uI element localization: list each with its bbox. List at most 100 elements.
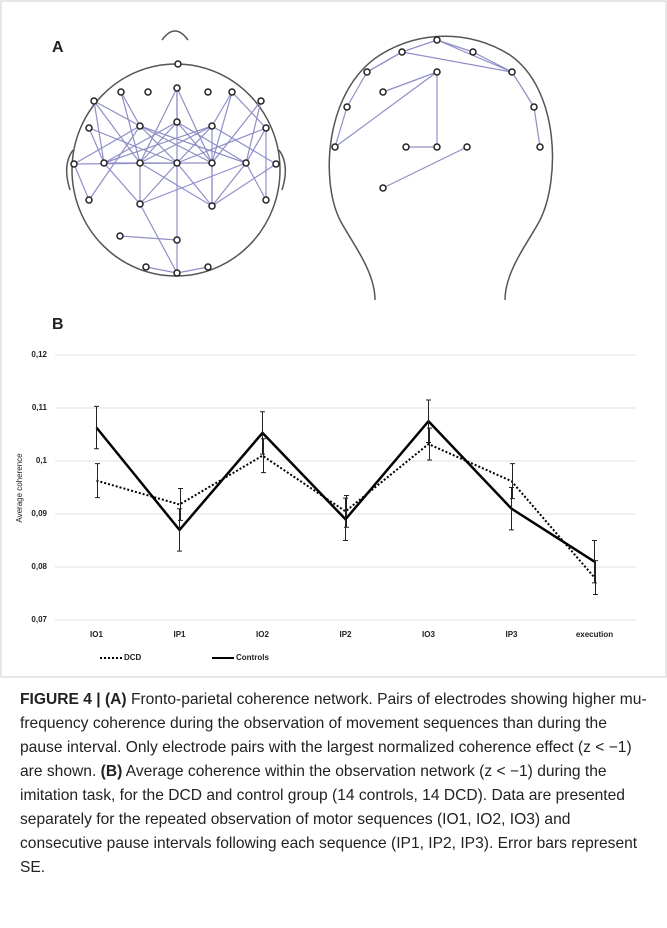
electrode	[379, 88, 387, 96]
electrode	[508, 68, 516, 76]
x-tick-label: IP1	[173, 630, 186, 639]
caption-text: Fronto-parietal coherence network. Pairs…	[20, 691, 647, 780]
figure-border	[0, 0, 667, 678]
connection	[139, 203, 178, 274]
connection	[211, 91, 233, 164]
connection	[139, 162, 178, 205]
figure: A B Average coherence 0,07 0,08 0,09 0,1 0,1…	[0, 0, 667, 678]
electrode	[257, 97, 265, 105]
connection	[145, 266, 178, 274]
connection	[176, 121, 213, 164]
x-tick-label: IO2	[256, 630, 269, 639]
connection	[93, 100, 141, 164]
electrode	[208, 202, 216, 210]
legend-label: Controls	[236, 653, 269, 662]
connection	[103, 162, 141, 205]
electrode	[228, 88, 236, 96]
connection	[103, 125, 213, 164]
connection	[120, 91, 141, 127]
electrode	[174, 60, 182, 68]
connection	[511, 71, 535, 108]
electrode	[536, 143, 544, 151]
connection	[436, 39, 513, 73]
electrode	[85, 124, 93, 132]
connection	[88, 127, 105, 164]
electrode	[242, 159, 250, 167]
connection	[245, 162, 267, 201]
connection	[139, 121, 178, 164]
electrode	[402, 143, 410, 151]
electrode	[173, 159, 181, 167]
connection	[73, 163, 90, 201]
electrode	[343, 103, 351, 111]
error-bar	[177, 508, 182, 552]
electrode	[173, 118, 181, 126]
error-bar	[593, 560, 598, 596]
error-bar	[344, 494, 349, 528]
electrode	[142, 263, 150, 271]
electrode	[530, 103, 538, 111]
legend-label: DCD	[124, 653, 142, 662]
y-axis-label: Average coherence	[15, 453, 24, 523]
electrode	[204, 263, 212, 271]
electrode	[204, 88, 212, 96]
head-diagrams	[65, 30, 554, 301]
error-bar	[260, 411, 265, 455]
series-line	[96, 442, 596, 579]
connection	[211, 162, 247, 207]
connection	[366, 51, 403, 73]
error-bar	[509, 487, 514, 531]
electrode	[116, 232, 124, 240]
connection	[103, 121, 178, 164]
connection	[139, 125, 213, 164]
connection	[211, 163, 277, 207]
electrode	[363, 68, 371, 76]
electrode	[262, 196, 270, 204]
electrode	[144, 88, 152, 96]
connection	[176, 125, 213, 164]
error-bar	[343, 497, 348, 541]
connection	[334, 71, 438, 148]
electrode	[379, 184, 387, 192]
connection	[73, 162, 178, 165]
connection	[382, 71, 438, 93]
caption-text: Average coherence within the observation…	[20, 763, 638, 876]
connection	[401, 51, 513, 73]
error-bar	[592, 540, 597, 584]
ear	[65, 149, 74, 191]
error-bar	[178, 488, 183, 521]
panel-label: A	[52, 39, 64, 56]
connection	[346, 71, 368, 108]
connection	[176, 127, 267, 164]
connection	[88, 125, 141, 201]
caption-bold: FIGURE 4 | (A)	[20, 691, 127, 708]
electrode	[173, 236, 181, 244]
electrode	[433, 36, 441, 44]
connection	[93, 100, 141, 127]
connection	[119, 235, 178, 241]
error-bar	[95, 463, 100, 499]
connection	[334, 106, 348, 148]
connection	[139, 162, 213, 207]
caption-bold: (B)	[100, 763, 123, 780]
error-bar	[426, 399, 431, 443]
electrode	[70, 160, 78, 168]
electrode	[90, 97, 98, 105]
connection	[176, 87, 213, 164]
connection	[139, 125, 247, 164]
connection	[231, 91, 267, 129]
connection	[88, 127, 178, 164]
connection	[211, 125, 277, 165]
y-tick-label: 0,08	[31, 562, 47, 571]
x-tick-label: IO1	[90, 630, 103, 639]
y-tick-label: 0,09	[31, 509, 47, 518]
x-tick-label: execution	[576, 630, 613, 639]
y-tick-label: 0,12	[31, 350, 47, 359]
electrode	[463, 143, 471, 151]
electrode	[433, 143, 441, 151]
caption: FIGURE 4 | (A) Fronto-parietal coherence…	[20, 688, 652, 880]
electrode	[136, 159, 144, 167]
x-tick-label: IP2	[339, 630, 352, 639]
electrode	[136, 200, 144, 208]
ear	[278, 149, 287, 191]
